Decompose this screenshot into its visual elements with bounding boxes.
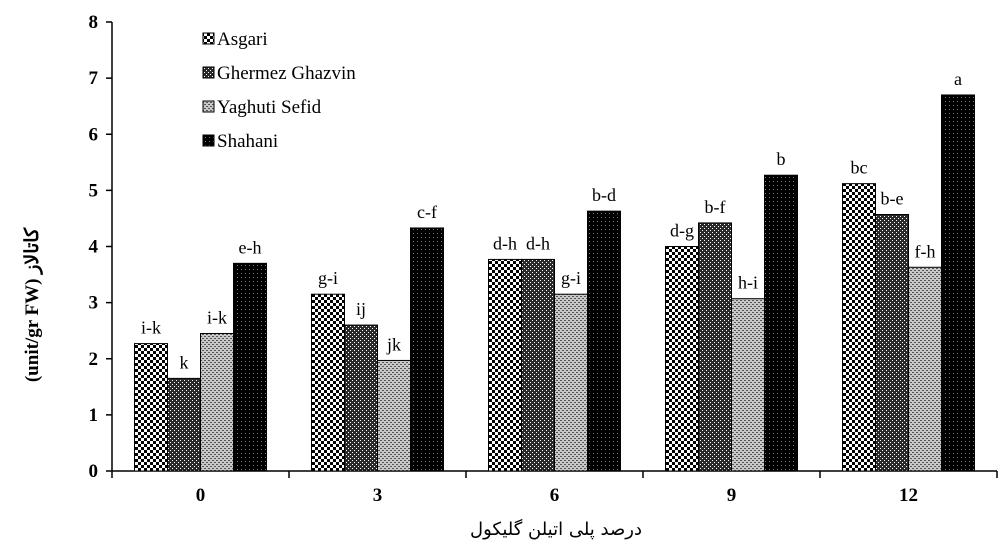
- bars: [134, 94, 975, 472]
- bar-shahani: [410, 227, 444, 472]
- y-tick-label: 7: [89, 68, 99, 89]
- significance-label: ij: [356, 299, 366, 319]
- y-tick-label: 6: [89, 124, 99, 145]
- bar-ghermez-ghazvin: [875, 214, 909, 472]
- bar-yaghuti-sefid: [731, 298, 765, 472]
- significance-label: c-f: [417, 202, 437, 222]
- significance-label: d-h: [493, 233, 517, 253]
- bar-shahani: [764, 174, 798, 472]
- significance-label: d-h: [526, 233, 550, 253]
- bar-shahani: [233, 262, 267, 472]
- bar-asgari: [665, 246, 699, 472]
- y-tick-label: 2: [89, 349, 99, 370]
- y-tick-label: 5: [89, 180, 99, 201]
- significance-label: b-e: [881, 189, 904, 209]
- bar-ghermez-ghazvin: [521, 258, 555, 472]
- significance-label: h-i: [738, 273, 758, 293]
- y-tick-label: 1: [89, 405, 99, 426]
- bar-ghermez-ghazvin: [344, 324, 378, 472]
- significance-label: i-k: [141, 318, 161, 338]
- significance-label: a: [954, 69, 962, 89]
- significance-labels: i-k g-i d-h d-g bc k ij d-h b-f b-e i-k jk g-i h-i f-h…: [141, 69, 962, 372]
- significance-label: bc: [851, 158, 868, 178]
- x-tick-label: 9: [727, 485, 737, 506]
- y-tick-label: 3: [89, 293, 99, 314]
- x-tick-label: 12: [899, 485, 918, 506]
- legend: Asgari Ghermez Ghazvin Yaghuti Sefid Shahan…: [202, 29, 356, 152]
- y-tick-label: 8: [89, 12, 99, 33]
- bar-asgari: [842, 183, 876, 472]
- legend-label: Ghermez Ghazvin: [217, 63, 356, 84]
- bar-yaghuti-sefid: [377, 359, 411, 472]
- significance-label: i-k: [207, 307, 227, 327]
- y-tick-label: 4: [89, 237, 99, 258]
- bar-shahani: [941, 94, 975, 472]
- bar-yaghuti-sefid: [908, 266, 942, 472]
- bar-yaghuti-sefid: [200, 332, 234, 472]
- y-axis-title: کاتالاز (unit/gr FW): [22, 227, 43, 382]
- significance-label: e-h: [239, 237, 262, 257]
- bar-yaghuti-sefid: [554, 293, 588, 472]
- legend-swatch: [202, 32, 215, 45]
- significance-label: b-f: [705, 197, 726, 217]
- y-tick-label: 0: [89, 461, 99, 482]
- significance-label: b-d: [592, 185, 616, 205]
- x-axis-title: درصد پلی اتیلن گلیکول: [470, 518, 642, 540]
- bar-ghermez-ghazvin: [167, 377, 201, 472]
- significance-label: f-h: [915, 241, 936, 261]
- significance-label: d-g: [670, 221, 694, 241]
- x-tick-label: 6: [550, 485, 560, 506]
- significance-label: b: [777, 149, 786, 169]
- significance-label: g-i: [561, 268, 581, 288]
- legend-swatch: [202, 66, 215, 79]
- legend-label: Yaghuti Sefid: [217, 97, 322, 118]
- legend-swatch: [202, 134, 215, 147]
- bar-asgari: [311, 293, 345, 472]
- legend-label: Shahani: [217, 131, 278, 152]
- bar-asgari: [134, 343, 168, 472]
- x-tick-label: 0: [196, 485, 206, 506]
- bar-asgari: [488, 258, 522, 472]
- legend-label: Asgari: [217, 29, 268, 50]
- bar-shahani: [587, 210, 621, 472]
- significance-label: k: [180, 352, 189, 372]
- bar-ghermez-ghazvin: [698, 222, 732, 472]
- legend-swatch: [202, 100, 215, 113]
- significance-label: jk: [386, 334, 401, 354]
- significance-label: g-i: [318, 268, 338, 288]
- x-tick-label: 3: [373, 485, 383, 506]
